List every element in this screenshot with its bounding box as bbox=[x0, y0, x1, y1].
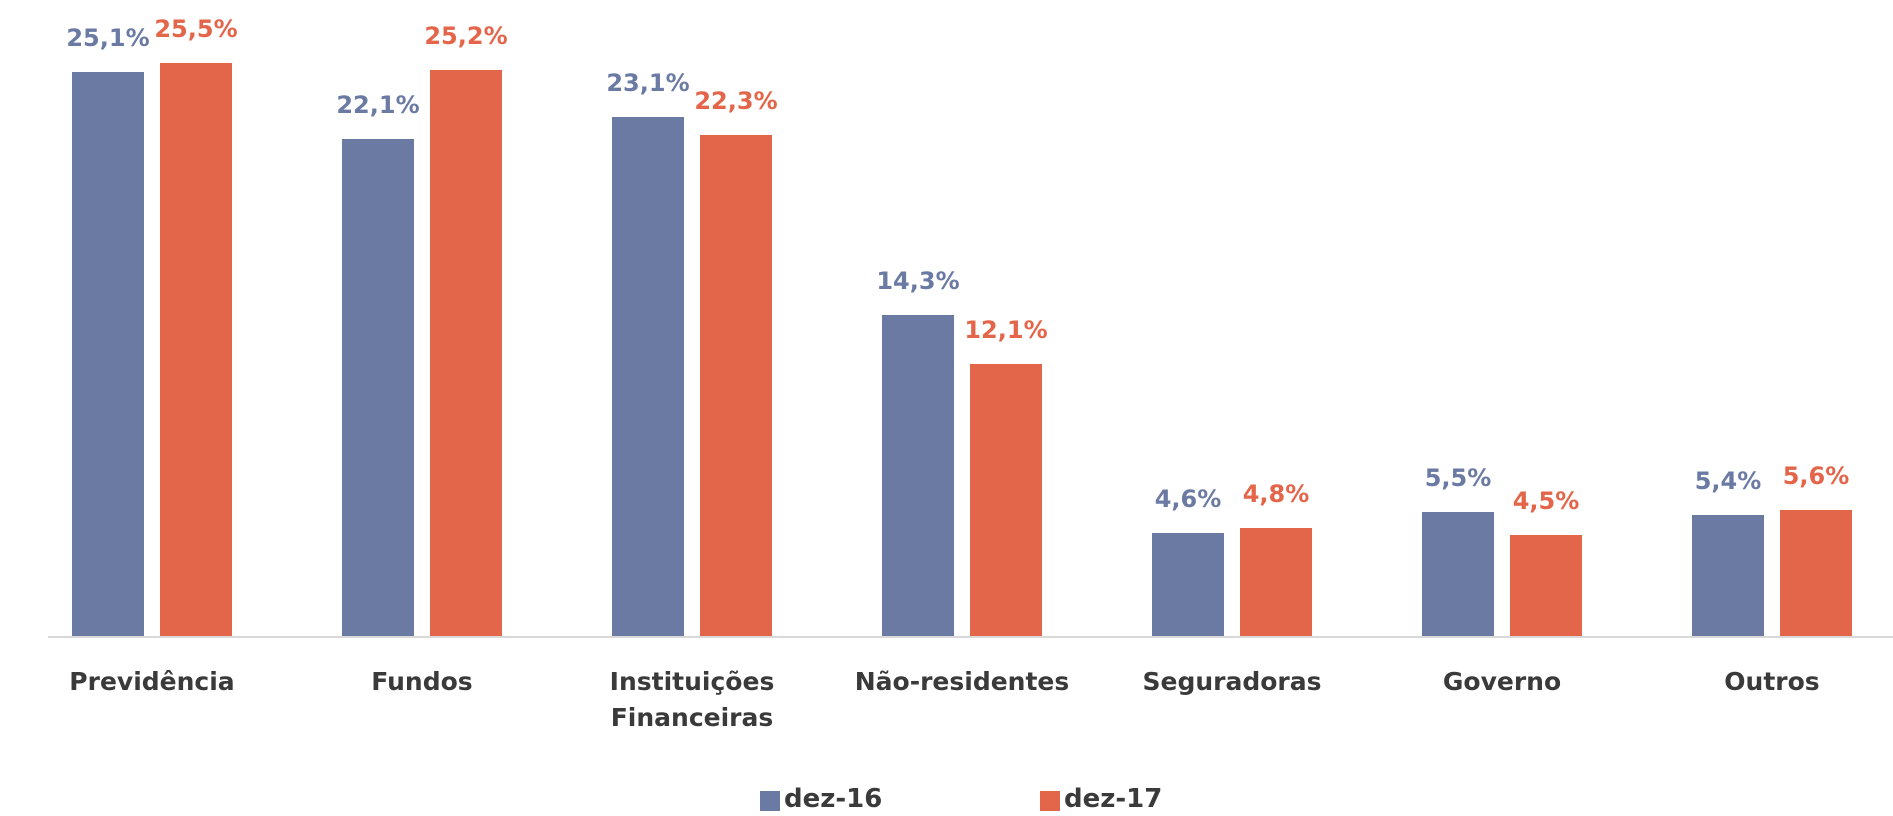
bar bbox=[1510, 534, 1582, 636]
data-label: 12,1% bbox=[964, 315, 1048, 344]
data-label: 22,1% bbox=[336, 91, 420, 120]
data-label: 25,1% bbox=[66, 23, 150, 52]
data-label: 14,3% bbox=[876, 266, 960, 295]
bar bbox=[970, 363, 1042, 636]
data-label: 4,5% bbox=[1512, 486, 1580, 515]
x-tick-label: Governo bbox=[1442, 667, 1562, 696]
legend-label: dez-16 bbox=[784, 784, 883, 814]
baseline bbox=[48, 636, 1893, 638]
bar bbox=[882, 314, 954, 636]
bar bbox=[1152, 532, 1224, 636]
data-label: 23,1% bbox=[606, 68, 690, 97]
bar bbox=[160, 62, 232, 636]
bar bbox=[1240, 528, 1312, 636]
data-label: 5,6% bbox=[1782, 462, 1850, 491]
bar bbox=[1422, 512, 1494, 636]
bar bbox=[430, 69, 502, 636]
legend-label: dez-17 bbox=[1064, 784, 1163, 814]
bar bbox=[342, 139, 414, 636]
x-tick-label: Instituições Financeiras bbox=[609, 667, 775, 732]
x-tick-label: Outros bbox=[1724, 667, 1820, 696]
data-label: 25,2% bbox=[424, 21, 508, 50]
data-label: 22,3% bbox=[694, 86, 778, 115]
legend-swatch bbox=[760, 791, 780, 811]
bar bbox=[700, 134, 772, 636]
data-label: 4,6% bbox=[1154, 484, 1222, 513]
x-tick-label: Fundos bbox=[371, 667, 473, 696]
bar bbox=[1780, 510, 1852, 636]
x-tick-label: Previdência bbox=[69, 667, 235, 696]
bar bbox=[1692, 514, 1764, 636]
bar bbox=[612, 116, 684, 636]
data-label: 5,5% bbox=[1424, 464, 1492, 493]
data-label: 4,8% bbox=[1242, 480, 1310, 509]
bar bbox=[72, 71, 144, 636]
data-label: 25,5% bbox=[154, 14, 238, 43]
legend-swatch bbox=[1040, 791, 1060, 811]
data-label: 5,4% bbox=[1694, 466, 1762, 495]
x-tick-label: Não-residentes bbox=[854, 667, 1070, 696]
x-tick-label: Seguradoras bbox=[1142, 667, 1322, 696]
